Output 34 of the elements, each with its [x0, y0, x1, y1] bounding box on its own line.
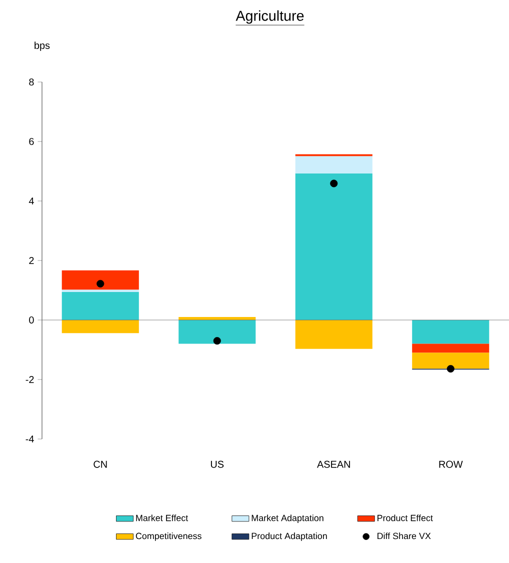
y-tick-label: -4: [26, 436, 34, 442]
y-tick-label: 0: [29, 316, 34, 324]
x-tick-label: ASEAN: [317, 460, 350, 468]
point: [446, 365, 454, 373]
legend-label: Competitiveness: [136, 532, 202, 541]
legend-label: Market Effect: [136, 514, 188, 522]
bar: [62, 270, 139, 290]
bar: [412, 352, 490, 369]
point: [213, 337, 221, 345]
bar: [295, 173, 372, 320]
y-tick-label: 2: [29, 257, 34, 264]
x-tick-label: US: [210, 460, 224, 468]
legend-label: Market Adaptation: [252, 514, 324, 523]
bar: [295, 320, 372, 349]
y-tick-label: 8: [29, 78, 34, 86]
point: [96, 280, 104, 288]
legend-label: Diff Share VX: [378, 532, 431, 540]
x-tick-label: CN: [94, 460, 107, 468]
bar: [62, 320, 139, 334]
bar: [412, 320, 490, 344]
y-tick-label: 6: [29, 138, 34, 146]
bar: [295, 156, 372, 174]
y-tick-label: -2: [26, 376, 34, 383]
point: [330, 180, 338, 188]
x-tick-label: ROW: [439, 460, 463, 468]
legend-label: Product Adaptation: [252, 532, 327, 541]
legend-label: Product Effect: [378, 514, 433, 522]
bar: [62, 290, 139, 292]
bar: [178, 320, 256, 344]
y-axis-title: bps: [34, 42, 50, 51]
chart-title: Agriculture: [236, 10, 304, 24]
bar: [412, 344, 490, 353]
y-tick-label: 4: [28, 198, 34, 204]
bar: [62, 292, 139, 320]
